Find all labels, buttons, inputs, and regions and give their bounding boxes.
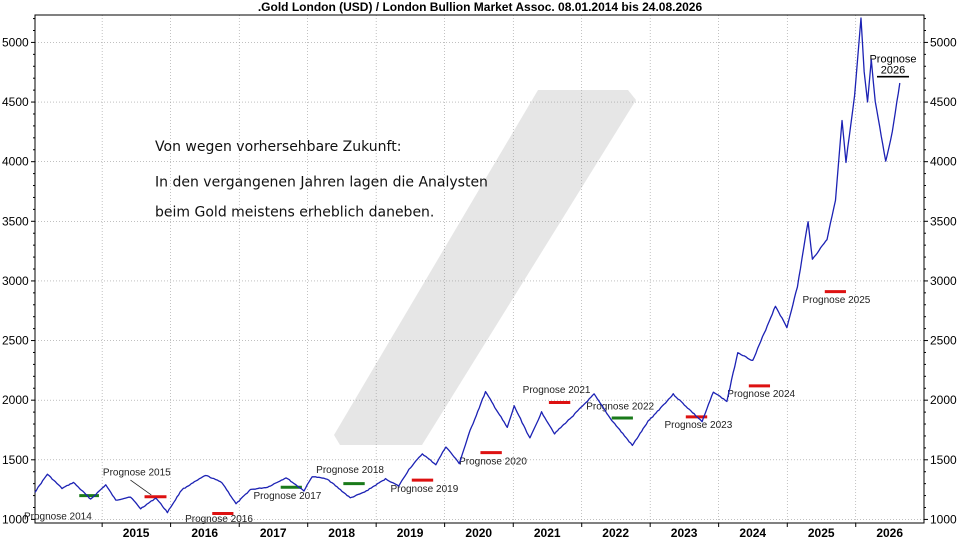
y-tick-label-right: 5000	[930, 35, 957, 49]
x-tick-label: 2023	[671, 526, 698, 540]
y-tick-label-right: 4000	[930, 155, 957, 169]
x-tick-label: 2025	[808, 526, 835, 540]
forecast-label: Prognose 2017	[254, 491, 322, 502]
x-tick-label: 2026	[876, 526, 903, 540]
annotation-line: In den vergangenen Jahren lagen die Anal…	[155, 175, 488, 191]
y-tick-label-left: 4000	[2, 155, 29, 169]
grid-layer	[35, 15, 924, 523]
forecast-label: Prognose 2018	[316, 465, 384, 476]
x-tick-label: 2016	[191, 526, 218, 540]
y-tick-label-left: 1000	[2, 512, 29, 526]
forecast-label: Prognose 2016	[185, 514, 253, 525]
forecast-label: Prognose 2021	[523, 385, 591, 396]
x-tick-label: 2015	[123, 526, 150, 540]
forecast-2026-label: Prognose	[869, 54, 916, 66]
annotation-layer: Von wegen vorhersehbare Zukunft: In den v…	[155, 139, 488, 221]
y-tick-label-left: 5000	[2, 35, 29, 49]
forecast-layer: Prognose 2014 Prognose 2015 Prognose 2016 P…	[24, 54, 917, 525]
y-tick-label-right: 3500	[930, 214, 957, 228]
forecast-label: Prognose 2023	[664, 420, 732, 431]
y-tick-label-right: 1000	[930, 512, 957, 526]
y-tick-label-right: 1500	[930, 453, 957, 467]
forecast-2026-year: 2026	[881, 65, 905, 77]
y-tick-label-left: 3000	[2, 274, 29, 288]
y-tick-label-left: 2500	[2, 334, 29, 348]
y-tick-label-right: 2500	[930, 334, 957, 348]
y-tick-label-left: 3500	[2, 214, 29, 228]
forecast-label: Prognose 2015	[103, 467, 171, 478]
x-tick-label: 2018	[328, 526, 355, 540]
chart-title: .Gold London (USD) / London Bullion Mark…	[258, 0, 703, 14]
forecast-label: Prognose 2025	[802, 295, 870, 306]
forecast-2015-leader	[130, 479, 152, 496]
y-tick-label-right: 2000	[930, 393, 957, 407]
x-tick-label: 2021	[534, 526, 561, 540]
forecast-label: Prognose 2024	[727, 389, 795, 400]
forecast-label: Prognose 2022	[586, 402, 654, 413]
forecast-label: Prognose 2020	[459, 457, 527, 468]
x-tick-label: 2019	[397, 526, 424, 540]
series-layer	[34, 17, 901, 514]
forecast-label: Prognose 2019	[390, 484, 458, 495]
x-tick-label: 2024	[739, 526, 766, 540]
tick-layer: 2015 2016 2017 2018 2019 2020 2021 2022 2023 2024…	[2, 18, 957, 540]
annotation-line: beim Gold meistens erheblich daneben.	[155, 205, 434, 221]
watermark-logo	[334, 90, 636, 445]
x-tick-label: 2020	[465, 526, 492, 540]
x-tick-label: 2022	[602, 526, 629, 540]
x-tick-label: 2017	[260, 526, 287, 540]
annotation-line: Von wegen vorhersehbare Zukunft:	[155, 139, 401, 155]
y-tick-label-left: 2000	[2, 393, 29, 407]
forecast-label: Prognose 2014	[24, 511, 92, 522]
gold-price-line	[34, 17, 901, 514]
y-tick-label-left: 4500	[2, 95, 29, 109]
y-tick-label-left: 1500	[2, 453, 29, 467]
y-tick-label-right: 4500	[930, 95, 957, 109]
y-tick-label-right: 3000	[930, 274, 957, 288]
